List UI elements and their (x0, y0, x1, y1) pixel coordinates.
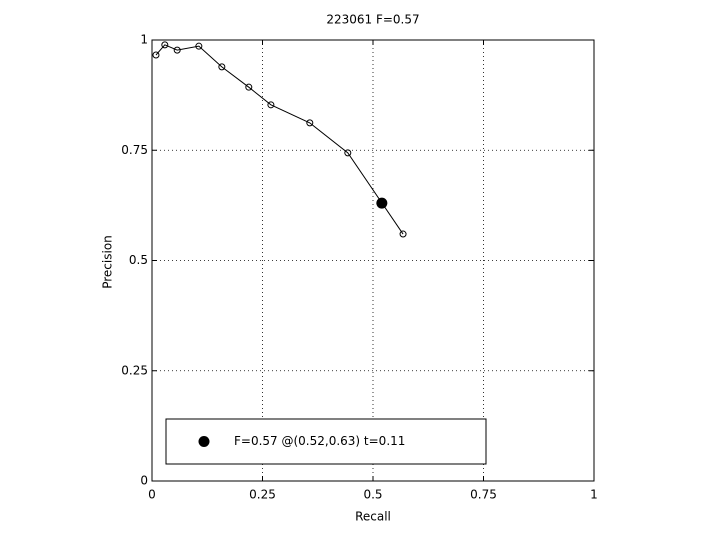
series-line (155, 44, 404, 235)
y-tick-label: 0.75 (121, 143, 148, 157)
chart-title: 223061 F=0.57 (326, 13, 419, 27)
data-point (161, 41, 169, 49)
data-point (218, 63, 226, 71)
x-tick-label: 0.25 (249, 488, 276, 502)
data-point (267, 101, 275, 109)
data-point (306, 119, 314, 127)
data-point (376, 197, 388, 209)
y-axis-label: Precision (101, 235, 115, 289)
plot-frame (151, 39, 595, 482)
y-tick-label: 0.25 (121, 363, 148, 377)
data-point (173, 46, 181, 54)
x-tick-label: 0.5 (363, 488, 382, 502)
x-tick-label: 1 (590, 488, 598, 502)
y-tick-label: 1 (140, 33, 148, 47)
legend-box (165, 418, 487, 465)
data-point (245, 83, 253, 91)
data-point (195, 42, 203, 50)
legend-label: F=0.57 @(0.52,0.63) t=0.11 (234, 434, 405, 448)
legend-marker (198, 436, 210, 447)
data-point (152, 51, 160, 59)
y-tick-label: 0.5 (129, 253, 148, 267)
data-point (344, 149, 352, 157)
x-axis-label: Recall (355, 510, 391, 524)
y-tick-label: 0 (140, 474, 148, 488)
x-tick-label: 0 (148, 488, 156, 502)
data-point (399, 230, 407, 238)
x-tick-label: 0.75 (470, 488, 497, 502)
